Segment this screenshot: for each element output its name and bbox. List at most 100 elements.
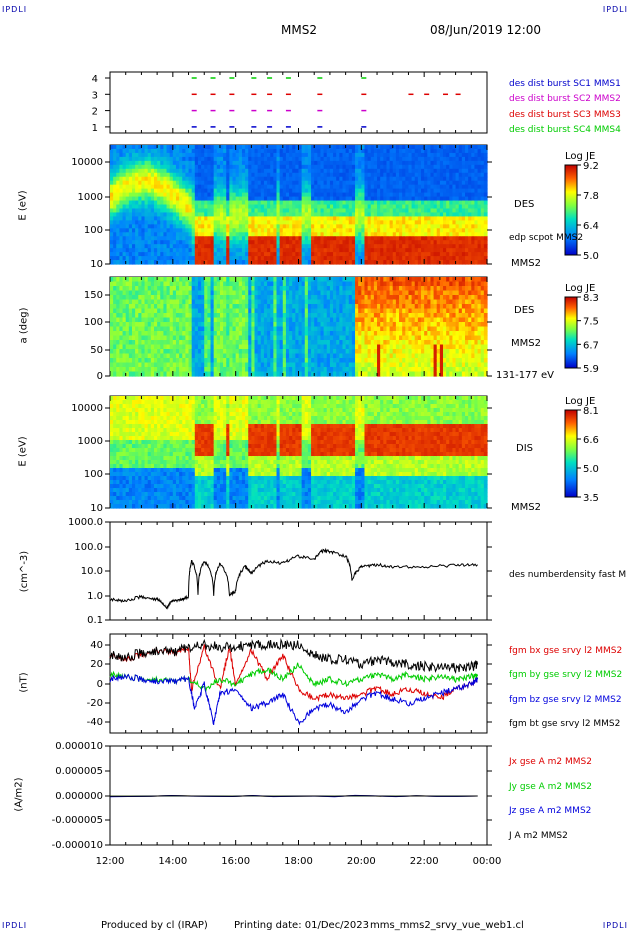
p2-cell: [298, 152, 303, 158]
p3-cell: [213, 358, 218, 364]
p2-cell: [380, 176, 384, 182]
p2-cell: [348, 260, 353, 265]
p3-cell: [235, 308, 240, 314]
p3-cell: [276, 299, 281, 305]
p3-cell: [135, 349, 139, 355]
p2-cell: [241, 180, 246, 186]
p2-cell: [276, 168, 281, 174]
p3-cell: [135, 313, 139, 319]
p2-cell: [216, 220, 221, 225]
p2-cell: [436, 196, 441, 202]
p2-cell: [436, 180, 441, 186]
p2-cell: [223, 244, 227, 249]
p2-cell: [380, 212, 384, 217]
p2-cell: [276, 228, 281, 233]
p2-cell: [329, 248, 334, 253]
p2-cell: [238, 172, 243, 178]
p3-cell: [125, 344, 130, 350]
p3-cell: [157, 308, 161, 314]
p2-cell: [282, 244, 287, 249]
p2-cell: [245, 248, 249, 253]
p3-cell: [116, 358, 121, 364]
p2-cell: [301, 156, 306, 162]
p2-cell: [399, 192, 403, 198]
p2-cell: [270, 216, 274, 221]
p2-cell: [219, 172, 224, 178]
p2-cell: [392, 236, 397, 241]
p3-cell: [144, 308, 149, 314]
p2-cell: [270, 260, 274, 265]
p3-cell: [276, 371, 281, 377]
p2-cell: [223, 224, 227, 229]
p3-cell: [285, 290, 290, 296]
p3-cell: [113, 322, 117, 328]
p2-cell: [245, 180, 249, 186]
p2-cell: [414, 164, 419, 170]
p3-cell: [135, 290, 139, 296]
p3-cell: [141, 335, 146, 341]
p2-cell: [150, 184, 155, 190]
p2-cell: [458, 252, 463, 257]
p2-cell: [307, 160, 312, 166]
p3-cell: [119, 299, 124, 305]
p2-cell: [389, 200, 394, 206]
p2-cell: [235, 220, 240, 225]
p2-cell: [345, 232, 350, 237]
p2-cell: [163, 180, 168, 186]
p2-cell: [179, 188, 183, 194]
p2-cell: [210, 236, 215, 241]
p2-cell: [421, 160, 425, 166]
p2-cell: [216, 160, 221, 166]
p2-cell: [135, 240, 139, 245]
p2-cell: [370, 248, 375, 253]
p2-cell: [210, 172, 215, 178]
p2-cell: [263, 196, 268, 202]
p3-cell: [232, 299, 237, 305]
p2-cell: [339, 192, 344, 198]
p2-cell: [458, 236, 463, 241]
p2-cell: [113, 248, 117, 253]
p2-cell: [333, 260, 337, 265]
p3-cell: [125, 304, 130, 310]
p2-cell: [449, 240, 454, 245]
p3-cell: [197, 331, 202, 337]
p2-cell: [122, 240, 127, 245]
p2-cell: [238, 152, 243, 158]
p2-cell: [295, 240, 300, 245]
p2-cell: [122, 176, 127, 182]
p2-cell: [122, 204, 127, 210]
p2-cell: [474, 164, 479, 170]
p3-cell: [197, 358, 202, 364]
p3-cell: [122, 286, 127, 292]
p2-cell: [116, 232, 121, 237]
p2-cell: [194, 196, 199, 202]
p3-cell: [273, 317, 278, 323]
p2-cell: [339, 224, 344, 229]
p3-cell: [213, 353, 218, 359]
p2-cell: [424, 192, 428, 198]
p3-cell: [251, 344, 256, 350]
p2-cell: [367, 252, 372, 257]
p2-cell: [449, 176, 454, 182]
p2-cell: [399, 232, 403, 237]
p2-cell: [113, 224, 117, 229]
p2-cell: [191, 216, 196, 221]
p2-cell: [311, 160, 315, 166]
p2-cell: [163, 188, 168, 194]
p3-cell: [273, 344, 278, 350]
p3-cell: [223, 299, 227, 305]
p2-cell: [455, 192, 460, 198]
p2-cell: [172, 224, 177, 229]
p2-cell: [304, 260, 309, 265]
p3-cell: [144, 317, 149, 323]
p2-cell: [248, 240, 252, 245]
p2-cell: [414, 160, 419, 166]
p2-cell: [480, 164, 485, 170]
p2-cell: [248, 156, 252, 162]
p2-cell: [169, 208, 174, 214]
p3-cell: [248, 358, 252, 364]
p2-cell: [110, 252, 114, 257]
p2-cell: [329, 152, 334, 158]
p3-cell: [254, 344, 259, 350]
p2-cell: [282, 220, 287, 225]
